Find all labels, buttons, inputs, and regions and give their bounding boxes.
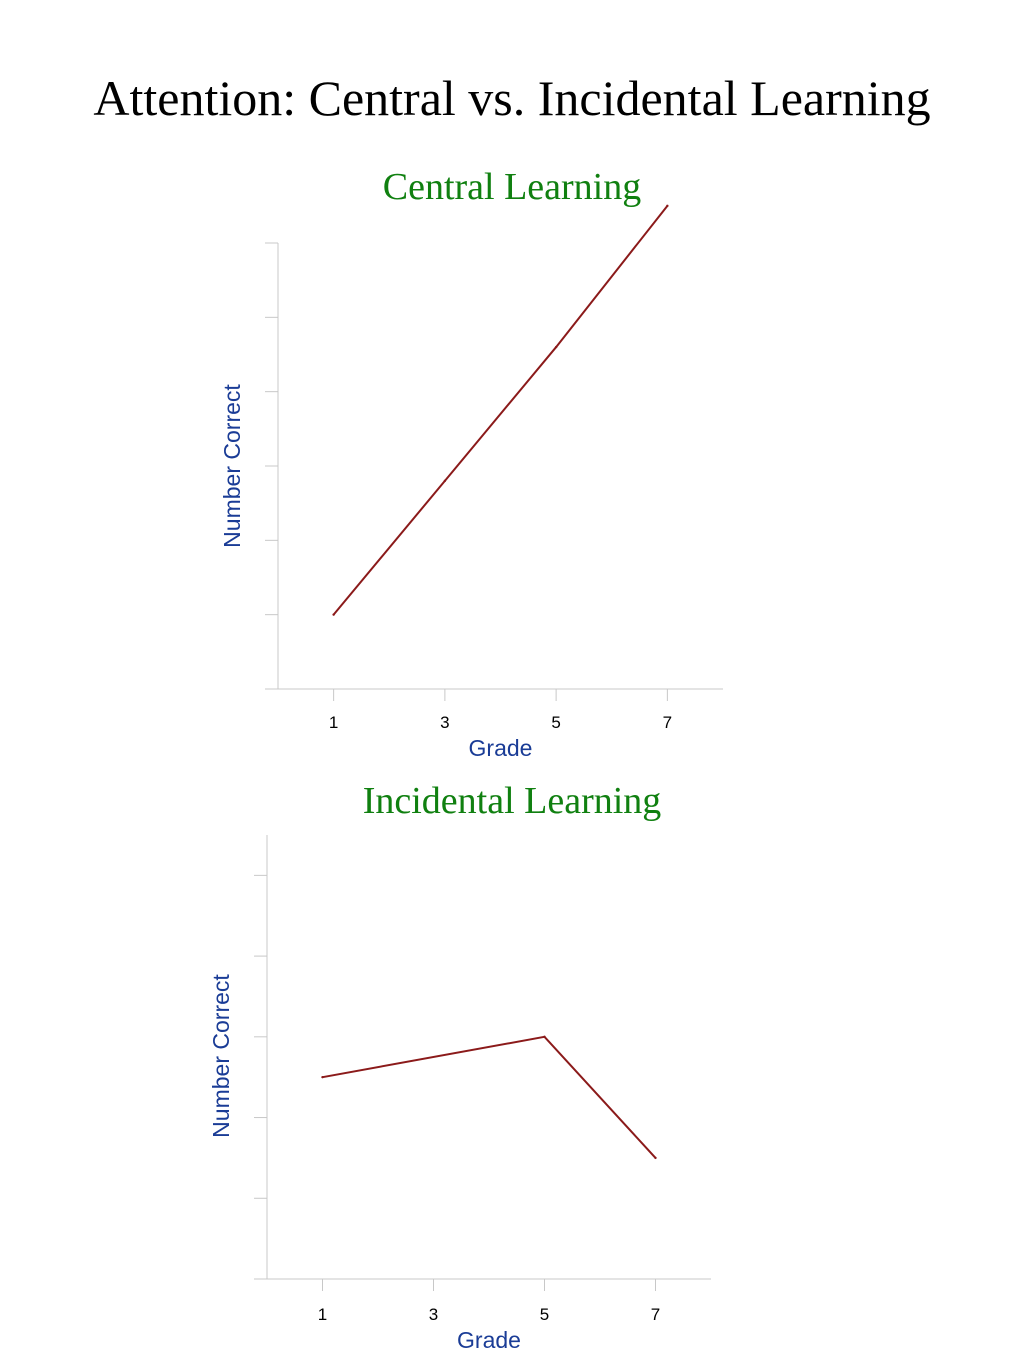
x-tick-label: 5 — [551, 713, 560, 732]
data-point — [554, 345, 558, 349]
series-line — [332, 205, 669, 616]
data-point — [332, 613, 335, 616]
data-point — [666, 204, 669, 208]
x-tick-label: 1 — [329, 713, 338, 732]
page-title: Attention: Central vs. Incidental Learni… — [93, 70, 931, 126]
data-point — [443, 479, 447, 483]
x-tick-label: 1 — [318, 1305, 327, 1324]
incidental-learning-y-axis-label: Number Correct — [208, 974, 234, 1138]
x-tick-label: 5 — [540, 1305, 549, 1324]
central-learning-y-axis-label: Number Correct — [219, 384, 245, 548]
incidental-learning-x-axis-label: Grade — [457, 1327, 521, 1353]
x-tick-label: 3 — [440, 713, 449, 732]
data-point — [654, 1156, 657, 1160]
series-line — [322, 1035, 657, 1159]
central-learning-chart: Number Correct Grade 1 3 5 7 — [219, 204, 723, 761]
central-learning-chart-title: Central Learning — [382, 166, 642, 208]
incidental-learning-chart-title: Incidental Learning — [362, 780, 662, 822]
x-tick-label: 7 — [651, 1305, 660, 1324]
x-tick-label: 7 — [663, 713, 672, 732]
data-point — [321, 1075, 324, 1079]
data-point — [543, 1035, 546, 1039]
central-learning-x-axis-label: Grade — [469, 735, 533, 761]
x-tick-label: 3 — [429, 1305, 438, 1324]
